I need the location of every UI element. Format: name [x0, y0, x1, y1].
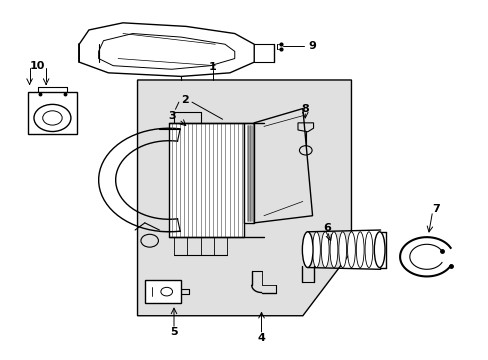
Ellipse shape: [356, 232, 364, 267]
Text: 10: 10: [30, 61, 45, 71]
Text: 6: 6: [323, 223, 330, 233]
Ellipse shape: [347, 232, 355, 267]
Polygon shape: [137, 80, 351, 316]
Ellipse shape: [312, 232, 320, 267]
Ellipse shape: [302, 232, 312, 267]
Ellipse shape: [365, 232, 372, 267]
Text: 8: 8: [301, 104, 308, 113]
Ellipse shape: [303, 232, 311, 267]
Text: 4: 4: [257, 333, 265, 343]
Ellipse shape: [329, 232, 337, 267]
Ellipse shape: [373, 232, 384, 267]
Text: 2: 2: [181, 95, 189, 105]
Text: 1: 1: [208, 63, 216, 72]
Text: 3: 3: [168, 111, 176, 121]
Bar: [144, 280, 181, 303]
Ellipse shape: [338, 232, 346, 267]
Bar: [244, 123, 254, 223]
Ellipse shape: [321, 232, 328, 267]
Text: 5: 5: [170, 327, 178, 337]
Bar: [169, 123, 244, 237]
Bar: [28, 93, 77, 134]
Text: 7: 7: [432, 203, 440, 213]
Text: 9: 9: [308, 41, 316, 51]
